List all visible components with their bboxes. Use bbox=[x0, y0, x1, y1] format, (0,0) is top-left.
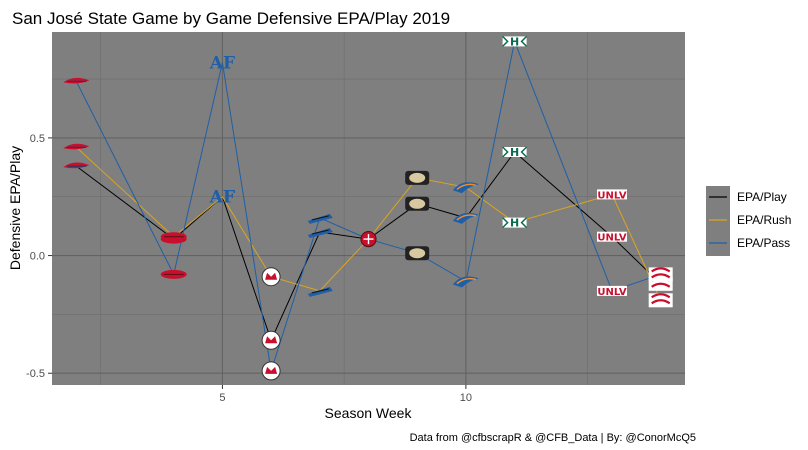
stanford-logo-mark bbox=[651, 293, 671, 305]
boise-state-logo-stripe bbox=[456, 183, 477, 190]
legend: EPA/Play EPA/Rush EPA/Pass bbox=[706, 186, 791, 256]
hawaii-logo-text: H bbox=[510, 146, 519, 159]
air-force-logo-text: AF bbox=[209, 188, 235, 208]
hawaii-logo: H bbox=[502, 146, 528, 159]
y-tick-label: -0.5 bbox=[26, 368, 45, 380]
san-diego-state-logo bbox=[307, 286, 333, 297]
legend-label: EPA/Pass bbox=[737, 236, 790, 250]
unlv-logo-bg bbox=[597, 285, 627, 296]
boise-state-logo bbox=[452, 182, 479, 194]
unlv-logo: UNLV bbox=[597, 189, 627, 201]
hawaii-logo-text: H bbox=[510, 217, 519, 230]
air-force-logo: AF bbox=[209, 188, 235, 208]
fresno-red-logo-mark bbox=[363, 234, 374, 245]
y-tick-label: 0.5 bbox=[30, 133, 45, 145]
unlv-logo: UNLV bbox=[597, 285, 627, 298]
unlv-logo-bg bbox=[597, 231, 627, 242]
air-force-logo-text: AF bbox=[209, 54, 235, 74]
fresno-state-logo-mark bbox=[63, 162, 90, 169]
air-force-logo-text: AF bbox=[209, 188, 235, 208]
y-axis-title: Defensive EPA/Play bbox=[7, 146, 23, 270]
san-diego-state-logo bbox=[307, 228, 333, 238]
hawaii-logo-text: H bbox=[510, 35, 519, 48]
hawaii-logo-bg bbox=[502, 36, 527, 47]
arkansas-logo bbox=[160, 232, 187, 242]
new-mexico-logo-mark bbox=[265, 336, 278, 344]
army-logo bbox=[405, 170, 430, 185]
new-mexico-logo bbox=[261, 330, 281, 350]
hawaii-logo-wings bbox=[502, 217, 528, 229]
san-diego-state-logo-stripe bbox=[311, 229, 329, 235]
new-mexico-logo bbox=[261, 267, 281, 287]
fresno-state-logo bbox=[63, 77, 90, 84]
legend-label: EPA/Play bbox=[737, 190, 787, 204]
unlv-logo-text: UNLV bbox=[597, 287, 626, 298]
x-tick-label: 10 bbox=[460, 392, 472, 404]
army-logo-mark bbox=[409, 172, 426, 183]
grid-lines bbox=[52, 32, 685, 385]
hawaii-logo-bg bbox=[502, 217, 527, 228]
hawaii-logo-wings bbox=[502, 35, 528, 47]
san-diego-state-logo-stripe bbox=[311, 215, 329, 221]
air-force-logo: AF bbox=[209, 188, 235, 208]
legend-key-background bbox=[706, 186, 730, 256]
unlv-logo: UNLV bbox=[597, 231, 627, 244]
arkansas-logo bbox=[160, 269, 187, 279]
fresno-state-logo-mark bbox=[63, 143, 90, 150]
hawaii-logo-wings bbox=[502, 146, 528, 158]
y-axis-ticks: -0.5 0.0 0.5 bbox=[26, 133, 52, 380]
x-axis-title: Season Week bbox=[325, 405, 413, 421]
plot-panel bbox=[52, 32, 685, 385]
army-logo bbox=[405, 196, 430, 211]
stanford-logo bbox=[648, 293, 673, 308]
hawaii-logo: H bbox=[502, 217, 528, 230]
fresno-state-logo bbox=[63, 143, 90, 150]
army-logo-mark bbox=[409, 198, 426, 209]
hawaii-logo-bg bbox=[502, 147, 527, 157]
boise-state-logo-stripe bbox=[456, 277, 477, 285]
new-mexico-logo-mark bbox=[265, 366, 278, 374]
x-axis-ticks: 5 10 bbox=[219, 385, 472, 404]
stanford-logo bbox=[648, 267, 673, 282]
fresno-red-logo bbox=[360, 231, 377, 248]
air-force-logo: AF bbox=[209, 54, 235, 74]
caption: Data from @cfbscrapR & @CFB_Data | By: @… bbox=[410, 432, 696, 444]
unlv-logo-text: UNLV bbox=[597, 233, 626, 244]
army-logo-mark bbox=[409, 248, 426, 259]
chart-title: San José State Game by Game Defensive EP… bbox=[12, 9, 450, 28]
y-tick-label: 0.0 bbox=[30, 251, 45, 263]
san-diego-state-logo bbox=[307, 213, 333, 224]
boise-state-logo bbox=[452, 212, 479, 224]
fresno-state-logo bbox=[63, 162, 90, 169]
new-mexico-logo bbox=[261, 361, 281, 381]
fresno-state-logo-mark bbox=[63, 77, 90, 84]
new-mexico-logo-mark bbox=[265, 272, 278, 280]
x-tick-label: 5 bbox=[219, 392, 225, 404]
legend-label: EPA/Rush bbox=[737, 213, 791, 227]
boise-state-logo bbox=[452, 276, 479, 288]
hawaii-logo: H bbox=[502, 35, 528, 48]
san-diego-state-logo-stripe bbox=[311, 288, 329, 294]
stanford-logo-mark bbox=[651, 267, 671, 279]
unlv-logo-bg bbox=[597, 189, 627, 200]
boise-state-logo-stripe bbox=[456, 214, 477, 221]
unlv-logo-text: UNLV bbox=[597, 190, 626, 201]
army-logo bbox=[405, 246, 430, 261]
